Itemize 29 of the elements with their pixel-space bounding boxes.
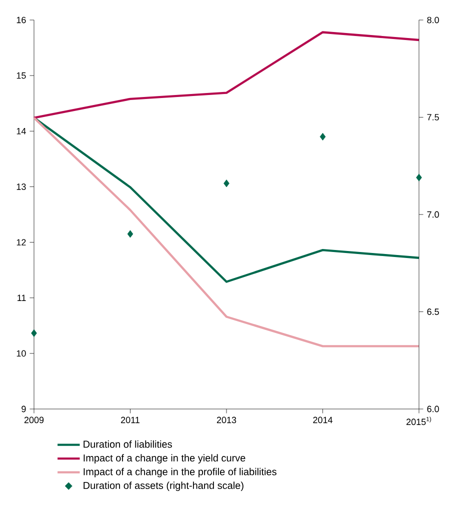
y2-tick-label: 7.5: [427, 114, 439, 120]
point: [31, 329, 37, 337]
point: [416, 174, 422, 182]
legend-label: Duration of liabilities: [84, 440, 172, 448]
line-series: [32, 31, 420, 119]
y-tick-label: 12: [16, 239, 26, 246]
x-tick-label: 2013: [216, 416, 236, 424]
point: [224, 180, 230, 188]
y-tick-label: 10: [16, 350, 26, 357]
x-tick-label: 2009: [24, 416, 44, 424]
x-tick-label: 2011: [121, 416, 140, 424]
point: [127, 230, 134, 238]
y-tick-label: 9: [22, 406, 26, 412]
y-tick-label: 14: [16, 128, 26, 134]
legend-label: Duration of assets (right-hand scale): [84, 482, 244, 491]
y-tick-label: 11: [18, 294, 26, 301]
point: [320, 132, 326, 141]
x-tick-label: 2015$^{1)}$: [406, 416, 432, 426]
y-tick-label: 16: [16, 16, 26, 24]
y-tick-label: 15: [16, 72, 26, 79]
y2-tick-label: 6.5: [427, 308, 439, 315]
legend-label: Impact of a change in the yield curve: [84, 454, 246, 464]
y-tick-label: 13: [16, 184, 26, 190]
y2-tick-label: 6.0: [427, 406, 439, 412]
line-series: [32, 116, 420, 348]
legend-label: Impact of a change in the profile of liabilities: [84, 468, 276, 478]
y2-tick-label: 8.0: [427, 16, 439, 24]
y2-tick-label: 7.0: [427, 211, 439, 218]
x-tick-label: 2014: [313, 416, 332, 424]
